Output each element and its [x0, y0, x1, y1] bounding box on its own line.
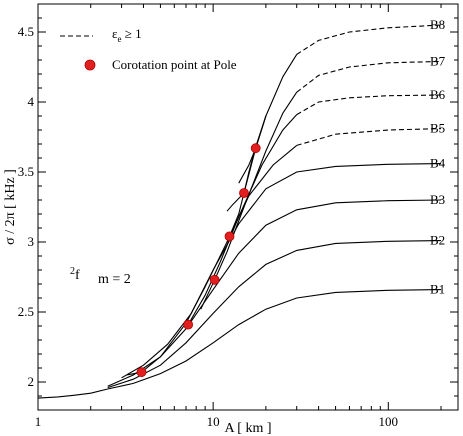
- series-line-b5: [126, 144, 298, 376]
- corotation-point: [136, 367, 147, 378]
- mode-annotation: 2f: [70, 266, 80, 283]
- m-annotation: m = 2: [98, 272, 131, 287]
- legend: εe ≥ 1 Corotation point at Pole: [60, 26, 237, 72]
- series-label-b2: B2: [430, 233, 445, 248]
- corotation-point: [183, 319, 194, 330]
- base-curve: [37, 388, 108, 399]
- x-tick-label: 100: [379, 414, 399, 429]
- series-label-b1: B1: [430, 282, 445, 297]
- series-line-b8: [226, 54, 298, 243]
- y-tick-label: 3: [28, 234, 35, 249]
- series-label-b8: B8: [430, 17, 445, 32]
- curves-layer: [37, 24, 442, 399]
- y-tick-label: 3.5: [18, 164, 34, 179]
- legend-red-dot-icon: [84, 59, 96, 71]
- y-tick-label: 4: [28, 94, 35, 109]
- mode-annotation-main: f: [75, 268, 80, 283]
- series-dashed-b5: [296, 128, 442, 146]
- corotation-markers-layer: [136, 143, 261, 378]
- series-line-b6: [187, 114, 298, 325]
- legend-entry-corotation: Corotation point at Pole: [112, 57, 237, 72]
- x-axis-title: A [ km ]: [224, 421, 271, 436]
- series-label-b5: B5: [430, 121, 445, 136]
- corotation-point: [250, 143, 261, 154]
- legend-entry-dashed: εe ≥ 1: [112, 26, 142, 44]
- x-tick-label: 1: [35, 414, 42, 429]
- y-tick-label: 2: [28, 374, 35, 389]
- axes-layer: 1 10 100 2 2.5 3 3.5 4 4.5: [18, 3, 458, 429]
- series-label-b4: B4: [430, 156, 446, 171]
- series-labels-layer: B1 B2 B3 B4 B5 B6 B7 B8: [430, 17, 446, 297]
- legend-epsilon: ε: [112, 26, 118, 41]
- series-label-b3: B3: [430, 192, 445, 207]
- corotation-point: [224, 231, 235, 242]
- legend-epsilon-subscript: e: [117, 34, 121, 44]
- series-line-b10: [238, 115, 267, 184]
- series-line-b2: [107, 240, 442, 389]
- series-dashed-b8: [296, 24, 442, 55]
- y-tick-label: 4.5: [18, 24, 34, 39]
- corotation-point: [209, 274, 220, 285]
- series-line-b4: [121, 163, 442, 379]
- corotation-point: [239, 188, 249, 198]
- mode-annotation-superscript: 2: [70, 266, 75, 277]
- x-tick-label: 10: [207, 414, 220, 429]
- legend-epsilon-rest: ≥ 1: [121, 26, 141, 41]
- plot-frame: [37, 3, 459, 411]
- series-label-b7: B7: [430, 53, 446, 68]
- series-label-b6: B6: [430, 87, 446, 102]
- series-dashed-b7: [296, 60, 442, 93]
- y-tick-label: 2.5: [18, 304, 34, 319]
- series-dashed-b6: [296, 94, 442, 116]
- series-line-b3: [107, 199, 442, 387]
- y-axis-title: σ / 2π [ kHz ]: [3, 169, 18, 245]
- series-line-b1: [107, 289, 442, 390]
